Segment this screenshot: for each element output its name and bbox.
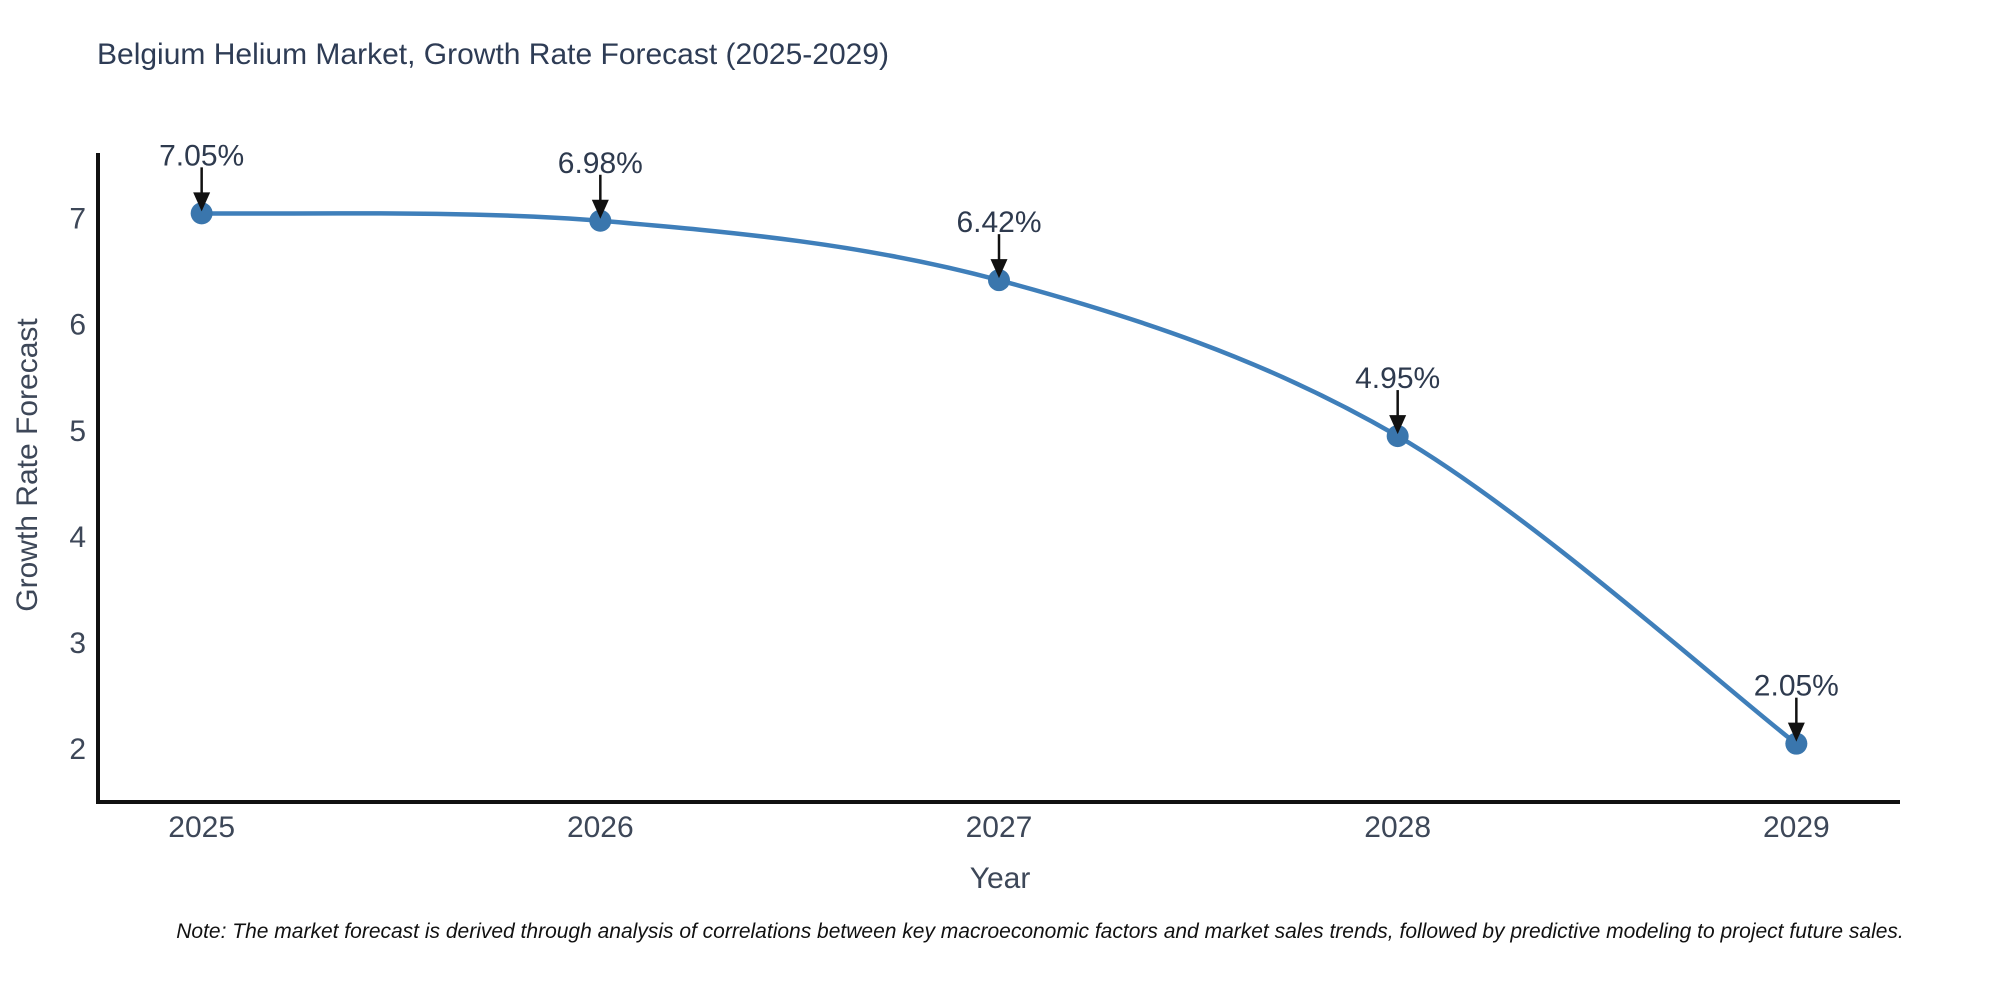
chart-title: Belgium Helium Market, Growth Rate Forec… [97, 38, 889, 71]
x-tick-label: 2029 [1763, 811, 1830, 844]
data-point-label: 4.95% [1355, 362, 1440, 395]
data-point-marker [988, 269, 1010, 292]
y-tick-label: 6 [69, 309, 86, 342]
data-point-marker [589, 209, 612, 232]
annotation-arrow-head [193, 192, 211, 212]
annotation-arrow-head [591, 199, 609, 219]
y-tick-label: 5 [69, 415, 86, 448]
y-tick-label: 4 [69, 521, 86, 554]
x-tick-label: 2027 [966, 811, 1033, 844]
y-tick-label: 3 [69, 627, 86, 660]
x-tick-label: 2028 [1364, 811, 1431, 844]
data-point-marker [190, 202, 213, 225]
y-tick-label: 7 [69, 203, 86, 236]
annotation-arrow-head [1787, 722, 1805, 742]
data-point-label: 6.98% [558, 147, 643, 180]
annotation-arrow-head [1389, 415, 1407, 435]
data-point-label: 2.05% [1754, 670, 1839, 703]
data-point-marker [1386, 425, 1409, 448]
x-tick-label: 2026 [567, 811, 634, 844]
annotation-arrow-head [990, 259, 1008, 279]
data-point-marker [1785, 732, 1808, 755]
x-axis-title: Year [969, 862, 1031, 895]
data-point-label: 6.42% [956, 206, 1041, 239]
trend-line [201, 211, 1798, 746]
data-point-label: 7.05% [159, 139, 244, 172]
y-tick-label: 2 [69, 733, 86, 766]
x-tick-label: 2025 [168, 811, 235, 844]
footnote: Note: The market forecast is derived thr… [176, 920, 1904, 943]
